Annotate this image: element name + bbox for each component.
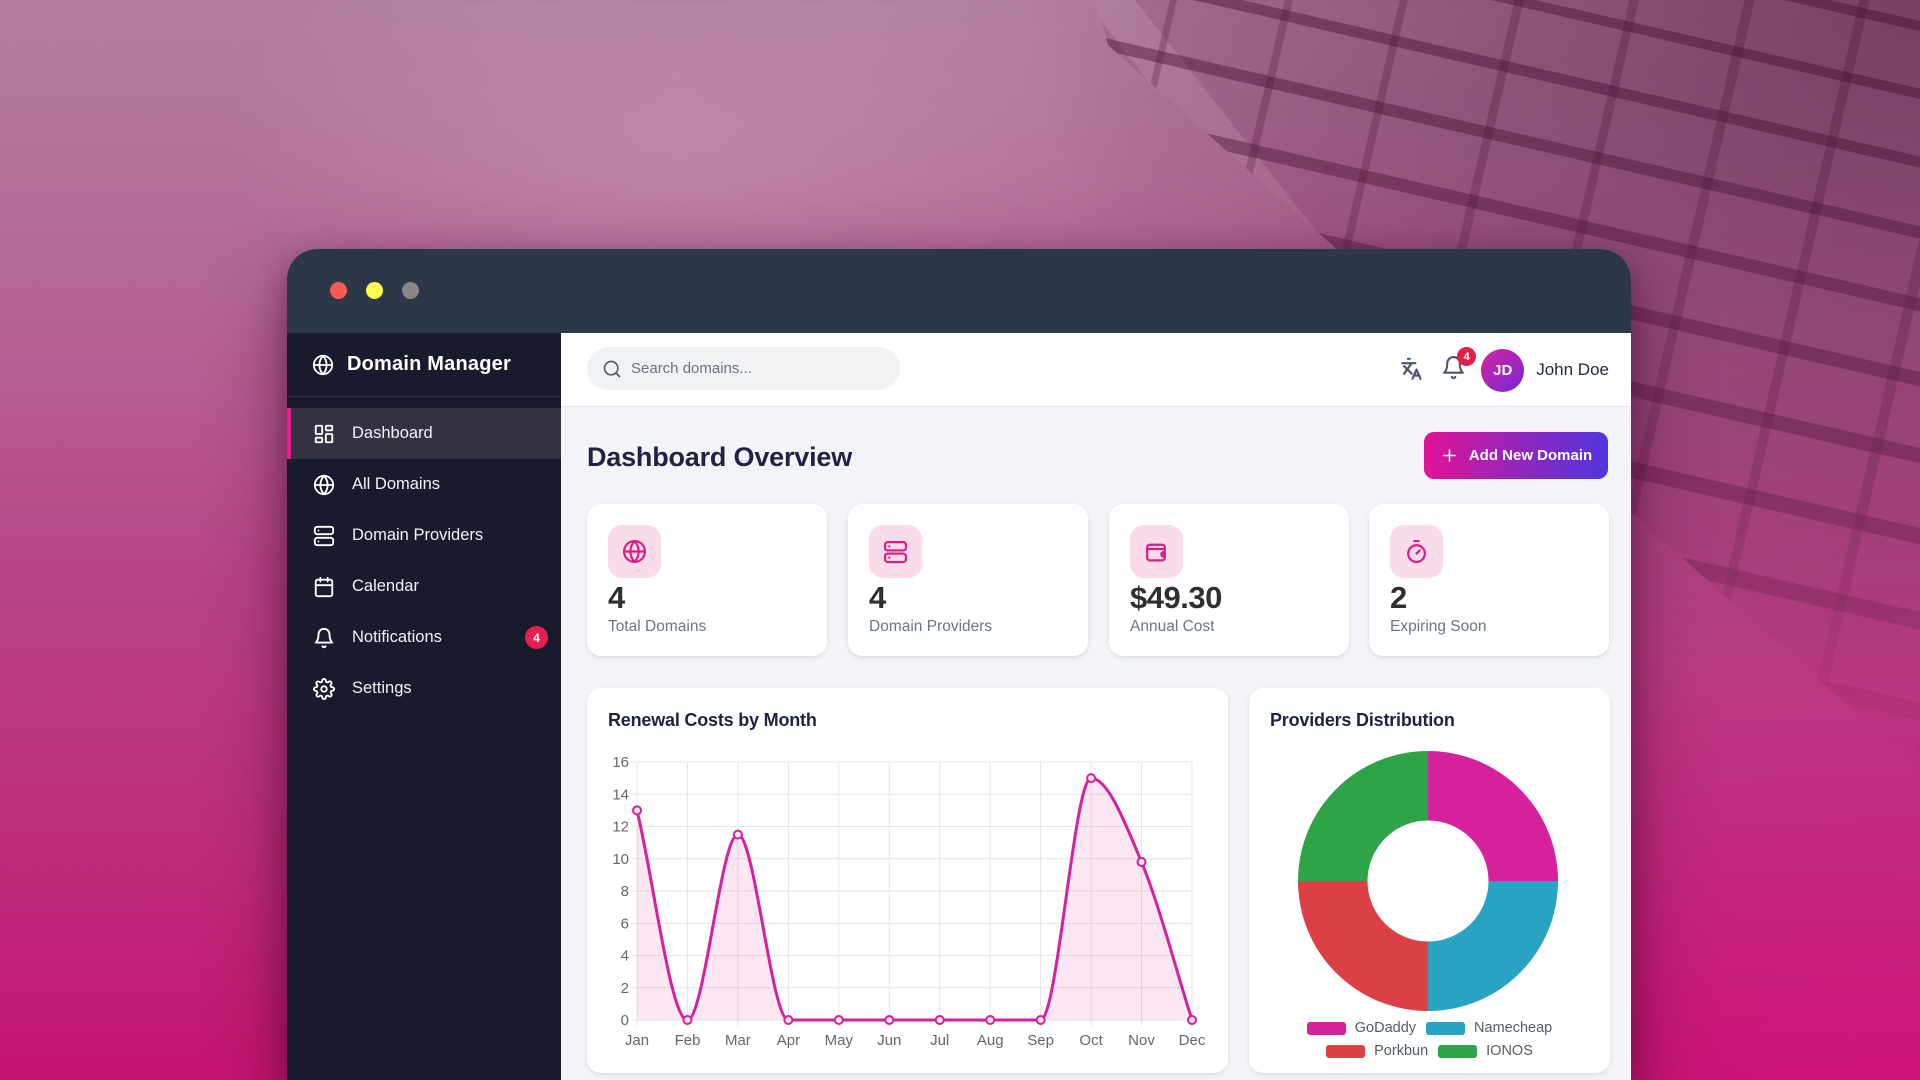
svg-text:Feb: Feb xyxy=(675,1032,701,1049)
svg-text:Jul: Jul xyxy=(930,1032,949,1049)
svg-text:Mar: Mar xyxy=(725,1032,751,1049)
svg-text:10: 10 xyxy=(612,851,629,868)
svg-text:8: 8 xyxy=(621,883,629,900)
svg-text:Jan: Jan xyxy=(625,1032,649,1049)
svg-text:16: 16 xyxy=(612,754,629,771)
svg-text:Aug: Aug xyxy=(977,1032,1004,1049)
svg-text:Jun: Jun xyxy=(877,1032,901,1049)
svg-text:6: 6 xyxy=(621,915,629,932)
svg-text:4: 4 xyxy=(621,948,629,965)
svg-text:Sep: Sep xyxy=(1027,1032,1054,1049)
svg-text:May: May xyxy=(825,1032,854,1049)
svg-text:Oct: Oct xyxy=(1079,1032,1103,1049)
svg-text:0: 0 xyxy=(621,1012,629,1029)
svg-text:2: 2 xyxy=(621,980,629,997)
svg-text:12: 12 xyxy=(612,819,629,836)
svg-text:14: 14 xyxy=(612,786,629,803)
svg-text:Apr: Apr xyxy=(777,1032,800,1049)
svg-text:Dec: Dec xyxy=(1179,1032,1206,1049)
svg-text:Nov: Nov xyxy=(1128,1032,1155,1049)
